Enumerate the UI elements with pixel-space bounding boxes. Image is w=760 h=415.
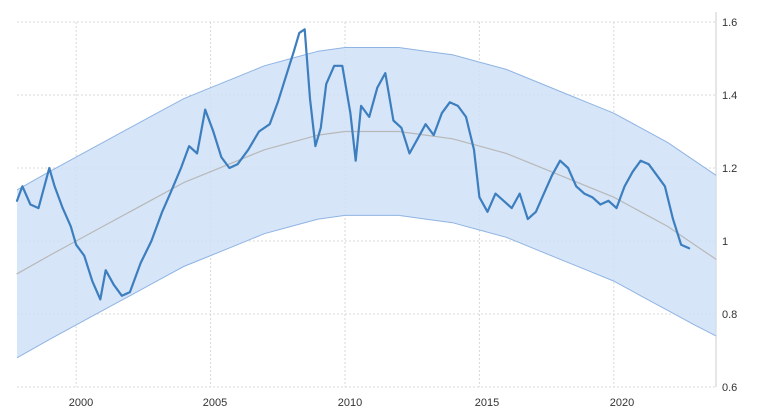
y-tick-label: 1.4 (722, 90, 737, 102)
band-upper-edge (16, 47, 717, 191)
y-tick-label: 1.6 (722, 17, 737, 29)
y-tick-label: 1 (722, 236, 728, 248)
confidence-band (16, 47, 717, 359)
x-tick-label: 2020 (610, 397, 634, 409)
band-area (17, 47, 716, 358)
trend-line (16, 130, 717, 275)
x-tick-label: 2015 (475, 397, 499, 409)
x-axis: 2000 2005 2010 2015 2020 (69, 397, 634, 409)
x-tick-label: 2010 (338, 397, 362, 409)
x-tick-label: 2005 (203, 397, 227, 409)
y-axis: 0.6 0.8 1 1.2 1.4 1.6 (722, 17, 737, 394)
price-line (15, 28, 691, 301)
x-tick-label: 2000 (69, 397, 93, 409)
trend-line-group (16, 130, 717, 275)
y-tick-label: 0.6 (722, 382, 737, 394)
y-tick-label: 0.8 (722, 309, 737, 321)
price-line-group (15, 28, 691, 301)
band-lower-edge (16, 214, 717, 359)
y-tick-label: 1.2 (722, 163, 737, 175)
